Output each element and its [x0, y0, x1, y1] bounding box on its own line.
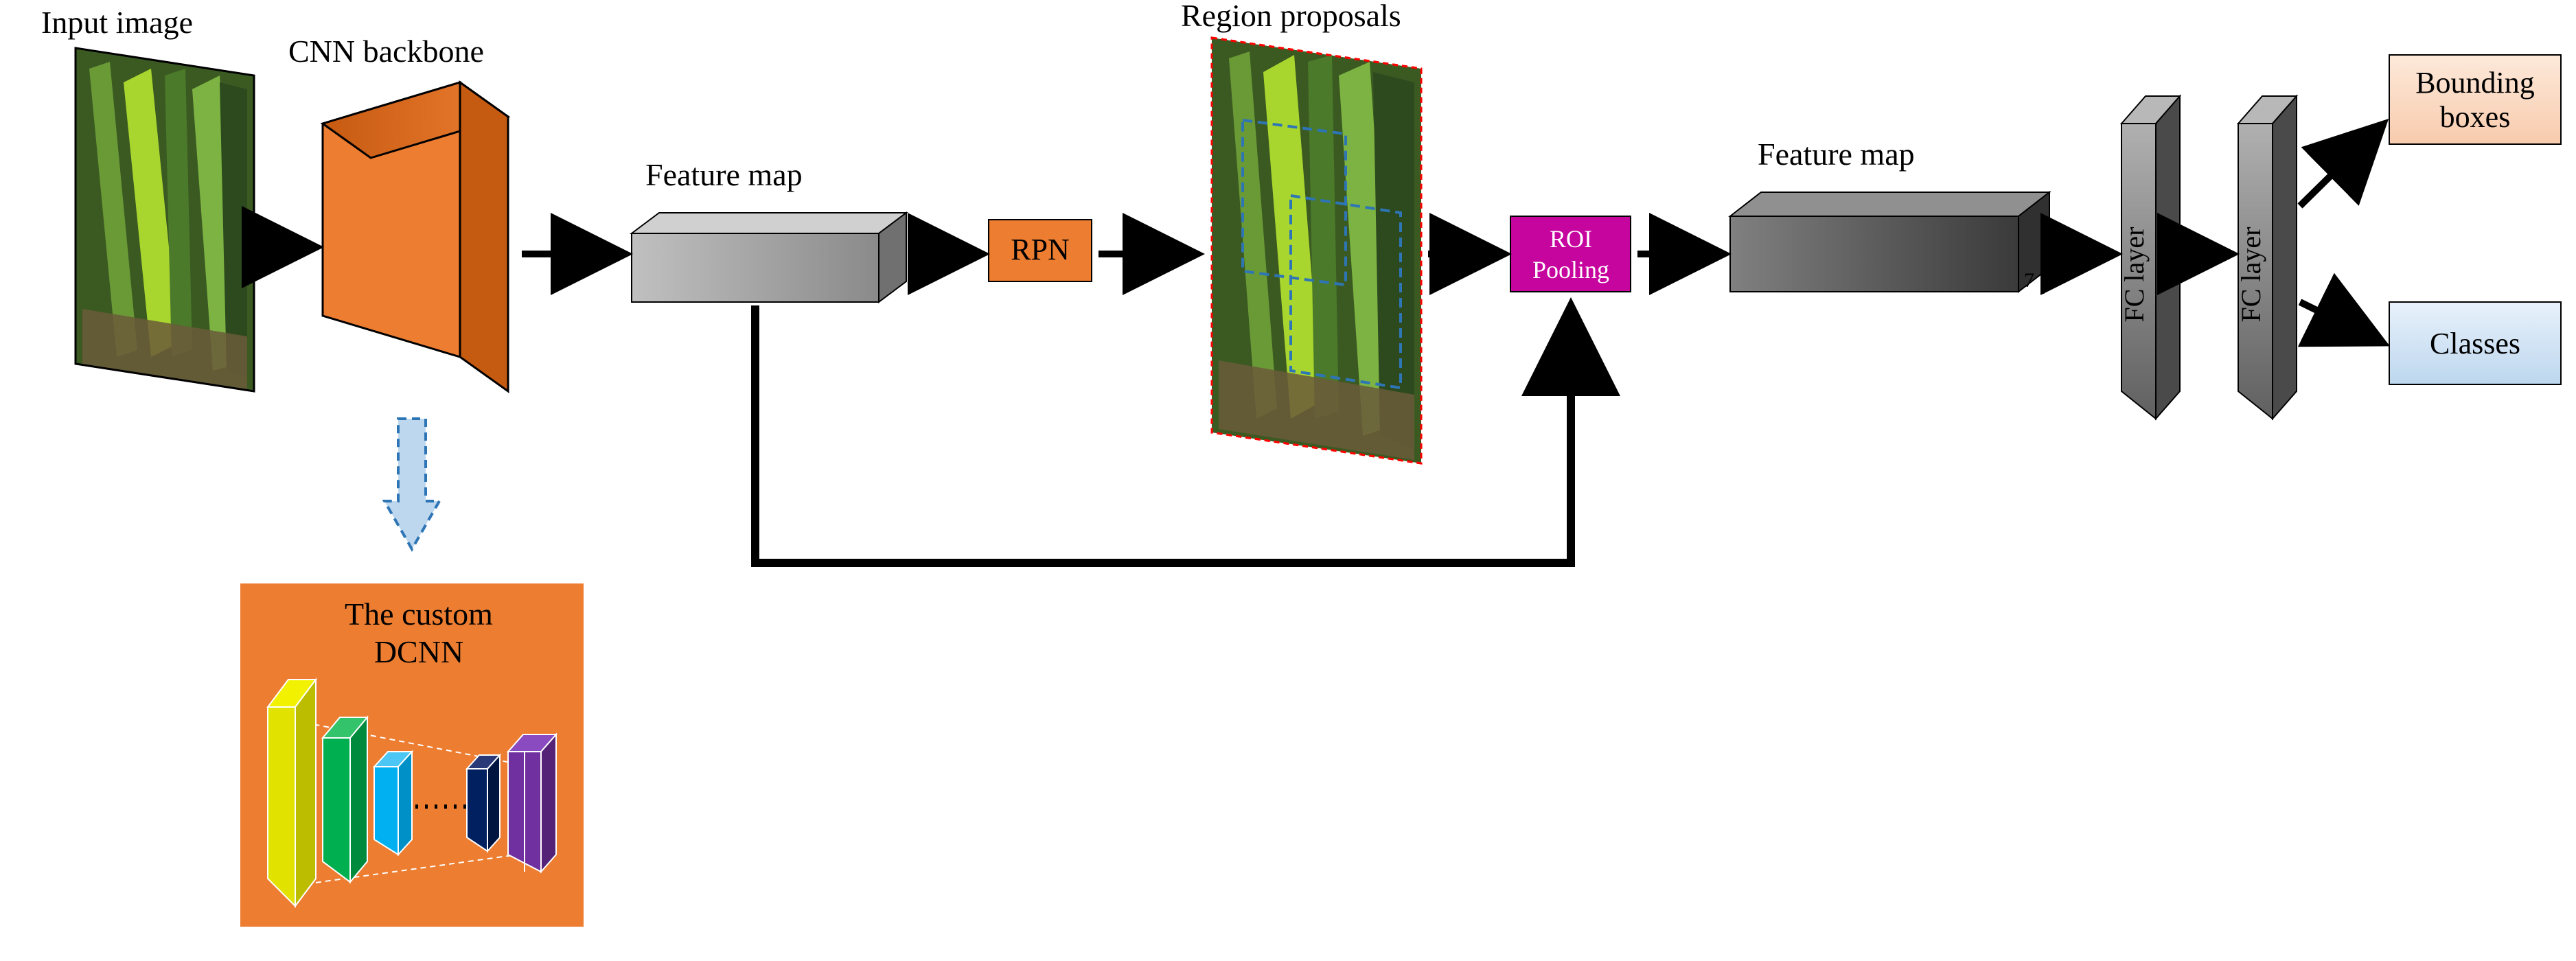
rpn-block: RPN — [989, 220, 1092, 281]
label-classes: Classes — [2430, 327, 2520, 360]
label-bb-l1: Bounding — [2415, 66, 2535, 100]
label-dcnn-l2: DCNN — [374, 634, 463, 669]
classes-block: Classes — [2389, 302, 2561, 384]
roi-pooling-block: ROI Pooling — [1510, 216, 1631, 292]
label-cnn-backbone: CNN backbone — [288, 34, 484, 69]
region-proposals-block — [1212, 38, 1421, 463]
label-seven-2: 7 — [2040, 276, 2051, 299]
label-dcnn-l1: The custom — [345, 597, 493, 632]
label-feature-map-2: Feature map — [1758, 137, 1915, 172]
label-input-image: Input image — [41, 5, 193, 40]
fc-layer-2-block: FC layer — [2235, 96, 2297, 419]
label-bb-l2: boxes — [2440, 100, 2511, 134]
arrow-feature-to-roi-skip — [755, 305, 1571, 563]
arrow-fc2-to-cls — [2300, 302, 2384, 343]
label-fc1: FC layer — [2119, 227, 2150, 323]
label-rpn: RPN — [1011, 233, 1070, 266]
cnn-backbone-block — [323, 82, 508, 391]
label-seven-1: 7 — [2024, 269, 2034, 292]
fc-layer-1-block: FC layer — [2119, 96, 2180, 419]
architecture-diagram: Input image CNN backbone Feature map — [0, 0, 2576, 961]
dcnn-panel: The custom DCNN — [240, 583, 584, 927]
input-image-block — [76, 48, 254, 391]
down-arrow-to-dcnn — [384, 419, 439, 549]
feature-map-2-block: 7 7 — [1730, 192, 2051, 299]
label-fc2: FC layer — [2235, 227, 2266, 323]
bounding-boxes-block: Bounding boxes — [2389, 55, 2561, 144]
label-roi-l2: Pooling — [1532, 256, 1609, 283]
label-region-proposals: Region proposals — [1181, 0, 1401, 33]
arrow-fc2-to-bb — [2300, 124, 2384, 206]
feature-map-1-block — [632, 213, 906, 302]
label-roi-l1: ROI — [1550, 225, 1592, 253]
label-feature-map-1: Feature map — [645, 157, 803, 192]
